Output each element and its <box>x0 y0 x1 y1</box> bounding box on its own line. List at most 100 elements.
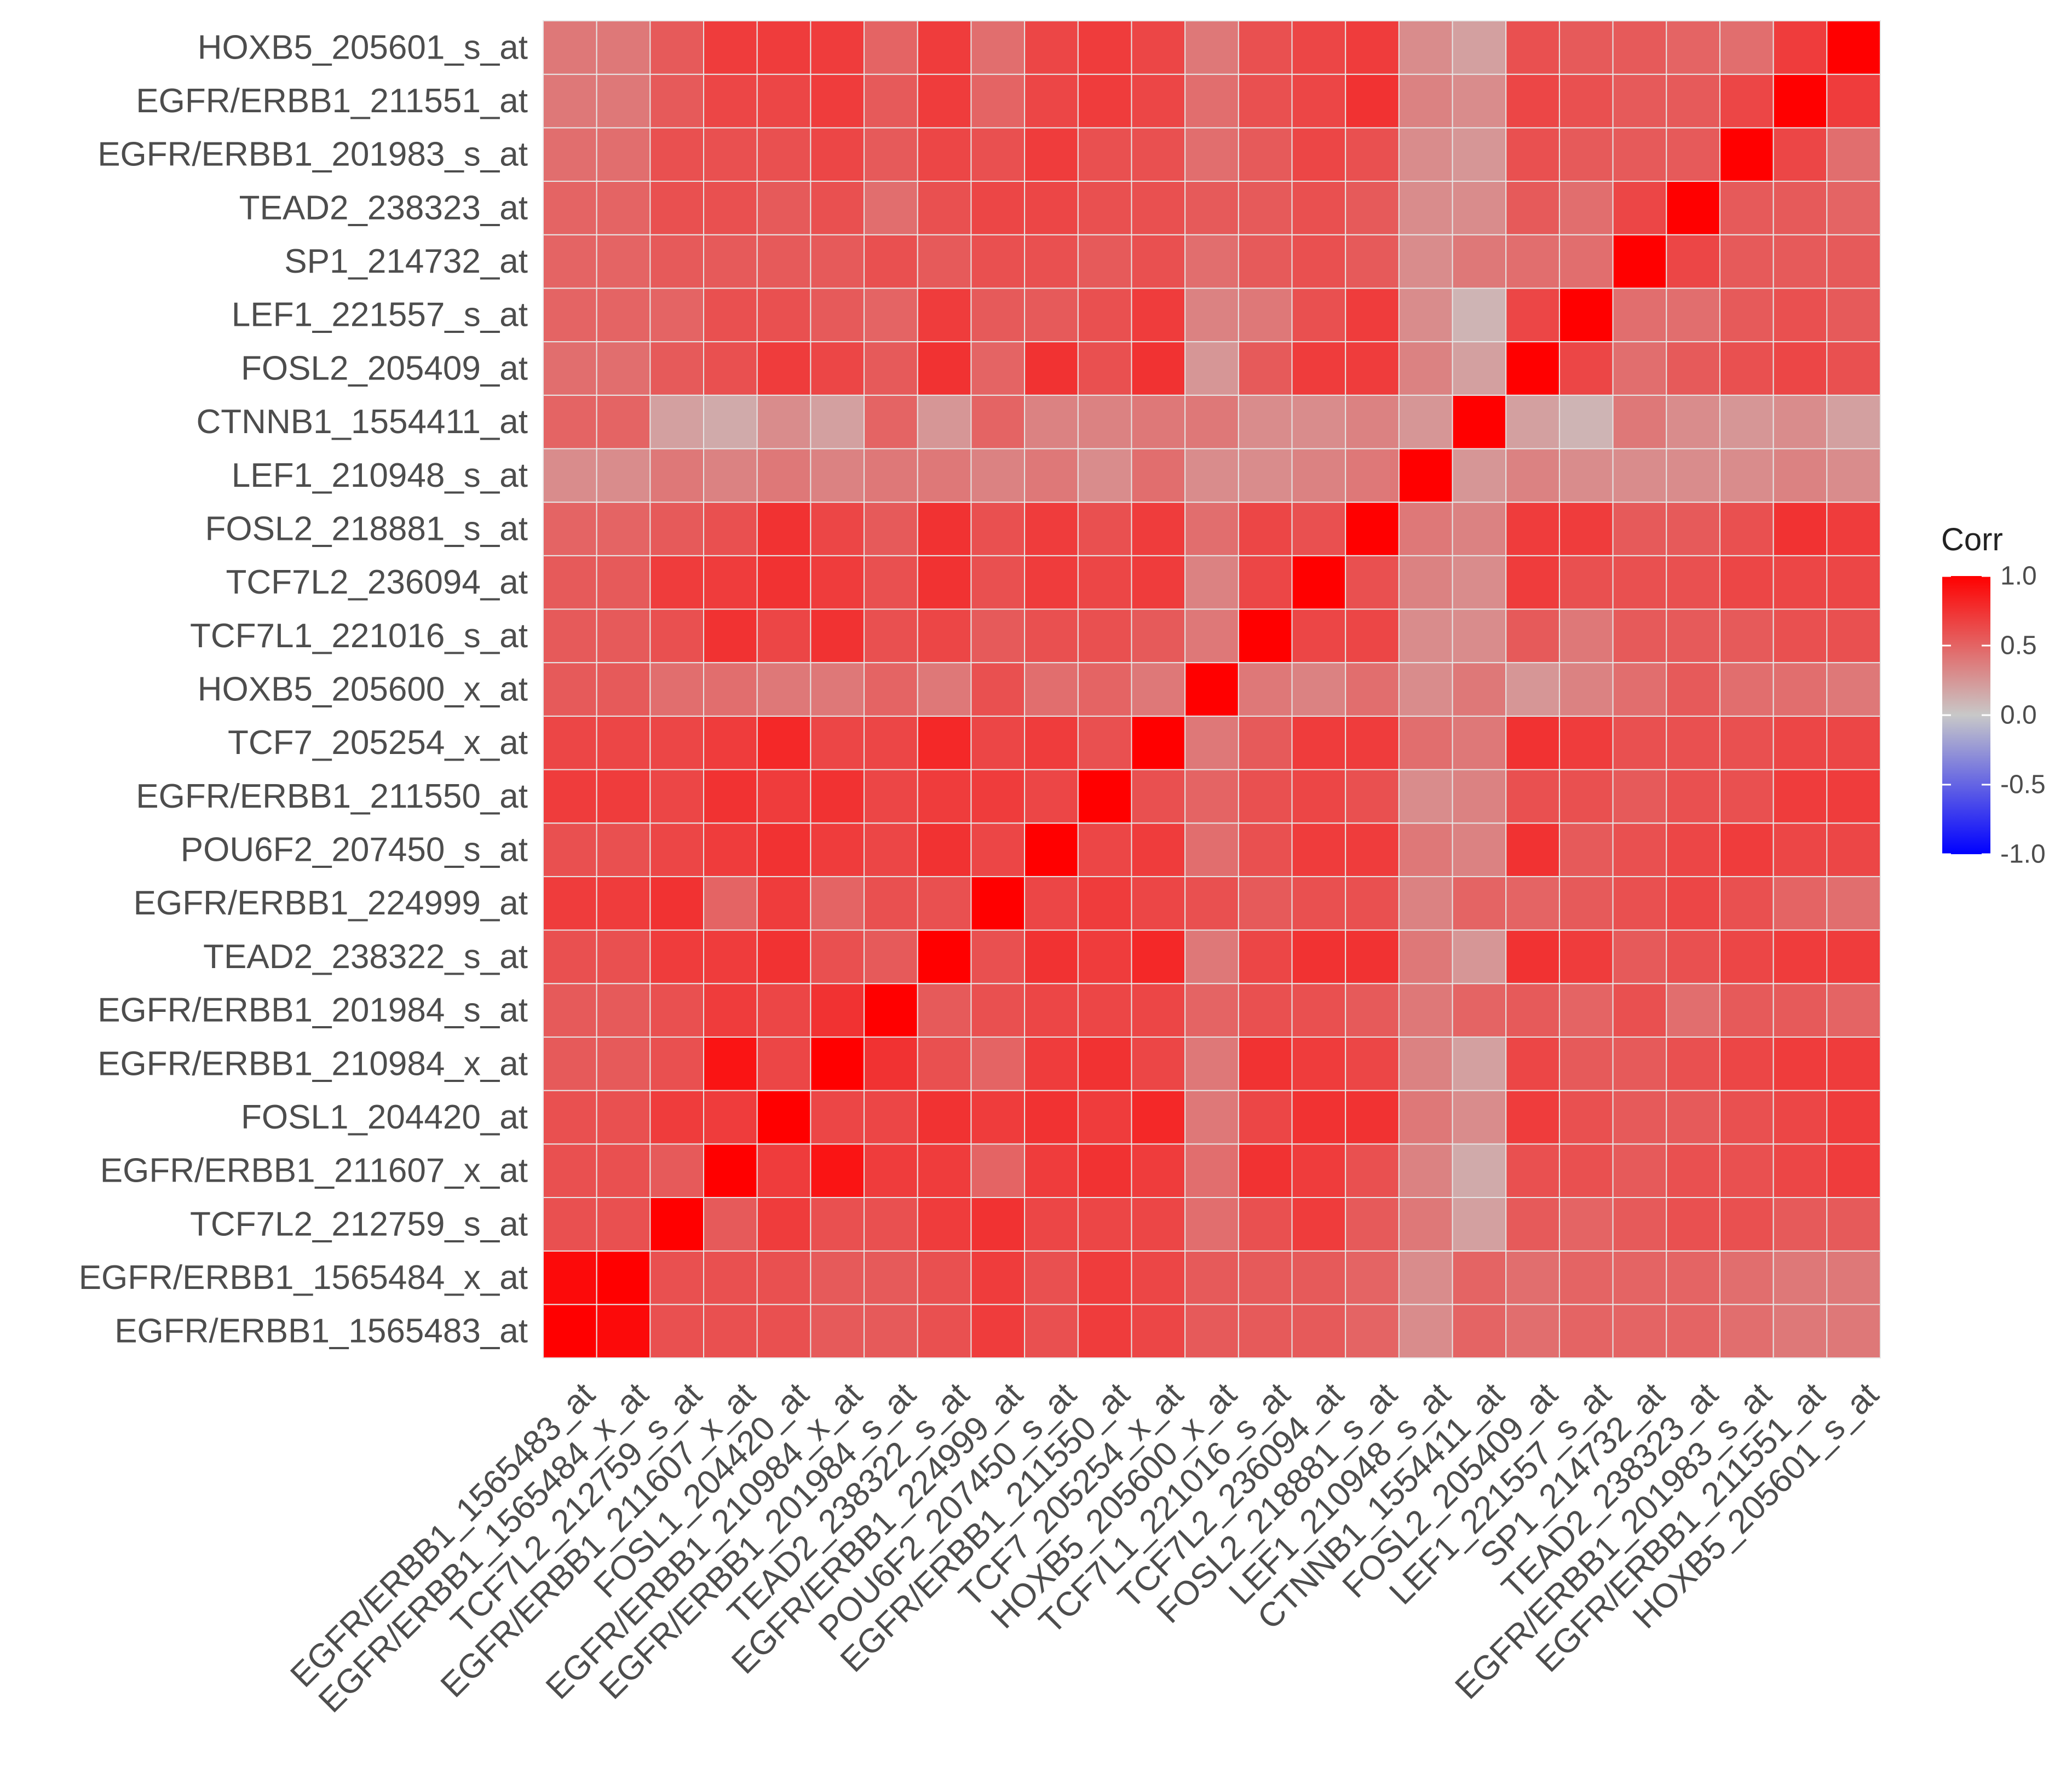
heatmap-cell <box>1345 73 1400 129</box>
heatmap-cell <box>1666 769 1720 824</box>
heatmap-cell <box>1558 929 1614 985</box>
heatmap-cell <box>1452 876 1507 931</box>
heatmap-cell <box>1184 20 1239 75</box>
heatmap-cell <box>1131 769 1186 824</box>
heatmap-cell <box>1558 715 1614 770</box>
heatmap-cell <box>649 1036 705 1091</box>
heatmap-cell <box>917 1143 972 1198</box>
heatmap-cell <box>756 929 811 985</box>
heatmap-cell <box>1612 502 1667 556</box>
heatmap-cell <box>1024 287 1079 343</box>
heatmap-cell <box>1558 448 1614 503</box>
heatmap-cell <box>864 234 918 289</box>
heatmap-cell <box>1558 73 1614 129</box>
heatmap-cell <box>1398 929 1453 985</box>
heatmap-cell <box>1291 127 1346 182</box>
heatmap-cell <box>649 555 705 610</box>
heatmap-cell <box>1024 73 1079 129</box>
heatmap-cell <box>1612 73 1667 129</box>
heatmap-cell <box>1505 127 1560 182</box>
heatmap-cell <box>1719 448 1774 503</box>
heatmap-cell <box>1077 1143 1132 1198</box>
heatmap-cell <box>970 287 1026 343</box>
heatmap-cell <box>543 1090 597 1145</box>
heatmap-cell <box>1772 929 1828 985</box>
heatmap-cell <box>1826 73 1881 129</box>
heatmap-cell <box>1077 822 1132 877</box>
heatmap-cell <box>756 769 811 824</box>
heatmap-cell <box>756 287 811 343</box>
heatmap-cell <box>1452 234 1507 289</box>
legend-ticks: 1.0 0.5 0.0 -0.5 -1.0 <box>1942 562 2046 869</box>
heatmap-cell <box>1077 929 1132 985</box>
heatmap-cell <box>1826 1196 1881 1252</box>
heatmap-cell <box>1291 983 1346 1038</box>
heatmap-cell <box>1666 662 1720 717</box>
heatmap-cell <box>1184 127 1239 182</box>
heatmap-cell <box>1505 181 1560 235</box>
legend-tick-label: 0.5 <box>2000 631 2037 660</box>
heatmap-cell <box>1826 394 1881 450</box>
heatmap-cell <box>1505 608 1560 664</box>
heatmap-cell <box>1452 394 1507 450</box>
heatmap-cell <box>1666 341 1720 396</box>
heatmap-cell <box>1452 1250 1507 1305</box>
heatmap-cell <box>917 127 972 182</box>
heatmap-cell <box>1184 287 1239 343</box>
heatmap-cell <box>596 502 651 556</box>
heatmap-cell <box>1772 769 1828 824</box>
heatmap-cell <box>1505 876 1560 931</box>
heatmap-cell <box>1666 181 1720 235</box>
heatmap-cell <box>970 20 1026 75</box>
heatmap-cell <box>1238 662 1293 717</box>
heatmap-cell <box>596 769 651 824</box>
heatmap-cell <box>1024 1196 1079 1252</box>
heatmap-cell <box>543 448 597 503</box>
heatmap-cell <box>1345 1143 1400 1198</box>
heatmap-cell <box>756 1143 811 1198</box>
heatmap-cell <box>810 394 865 450</box>
heatmap-cell <box>1505 20 1560 75</box>
heatmap-cell <box>1131 234 1186 289</box>
heatmap-cell <box>1238 341 1293 396</box>
heatmap-cell <box>810 1143 865 1198</box>
heatmap-cell <box>1238 608 1293 664</box>
heatmap-cell <box>1612 662 1667 717</box>
heatmap-cell <box>1505 1090 1560 1145</box>
y-tick-label: EGFR/ERBB1_211607_x_at <box>100 1152 528 1190</box>
heatmap-cell <box>864 1250 918 1305</box>
heatmap-cell <box>756 1304 811 1359</box>
heatmap-cell <box>703 1196 758 1252</box>
heatmap-cell <box>864 502 918 556</box>
heatmap-cell <box>864 876 918 931</box>
heatmap-cell <box>1345 181 1400 235</box>
heatmap-cell <box>1077 1036 1132 1091</box>
heatmap-cell <box>1612 876 1667 931</box>
heatmap-cell <box>1666 1196 1720 1252</box>
heatmap-cell <box>1558 181 1614 235</box>
heatmap-cell <box>1024 929 1079 985</box>
heatmap-cell <box>1238 1090 1293 1145</box>
heatmap-cell <box>1666 983 1720 1038</box>
heatmap-cell <box>1077 715 1132 770</box>
heatmap-cell <box>649 769 705 824</box>
heatmap-cell <box>1772 715 1828 770</box>
heatmap-cell <box>596 715 651 770</box>
heatmap-cell <box>1238 1250 1293 1305</box>
heatmap-cell <box>1131 502 1186 556</box>
y-tick-label: TCF7L2_212759_s_at <box>190 1205 528 1243</box>
heatmap-cell <box>1184 822 1239 877</box>
heatmap-cell <box>1291 662 1346 717</box>
heatmap-cell <box>810 448 865 503</box>
heatmap-cell <box>1238 822 1293 877</box>
heatmap-cell <box>864 73 918 129</box>
heatmap-cell <box>1184 1036 1239 1091</box>
heatmap-cell <box>1452 715 1507 770</box>
heatmap-cell <box>649 73 705 129</box>
heatmap-cell <box>1612 929 1667 985</box>
heatmap-cell <box>1184 1143 1239 1198</box>
heatmap-cell <box>1024 555 1079 610</box>
heatmap-cell <box>703 181 758 235</box>
heatmap-cell <box>1719 234 1774 289</box>
heatmap-cell <box>543 929 597 985</box>
